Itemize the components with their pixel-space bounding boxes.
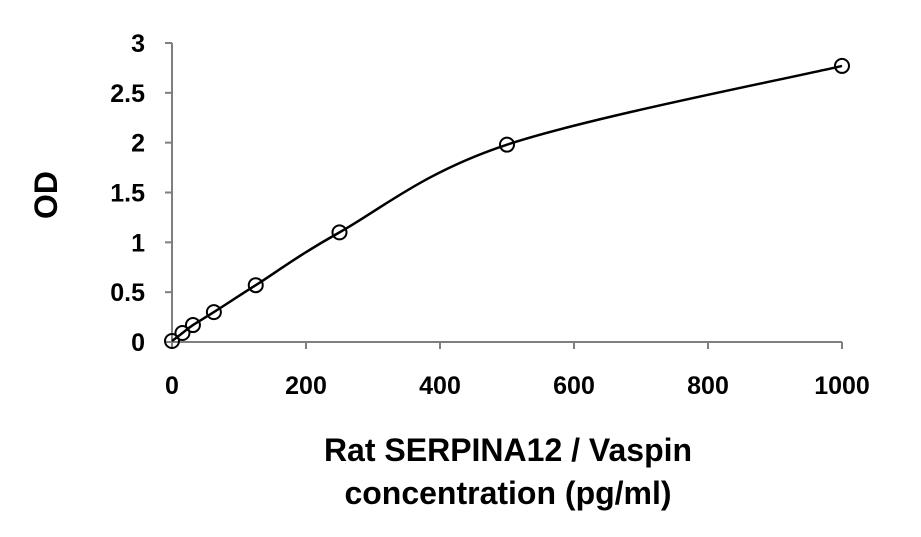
data-point xyxy=(205,304,222,321)
data-point xyxy=(331,224,348,241)
x-tick-label: 0 xyxy=(165,372,179,400)
data-point xyxy=(247,277,264,294)
data-point xyxy=(184,317,201,334)
y-tick-label: 3 xyxy=(131,30,145,58)
x-tick-labels: 0 200 400 600 800 1000 xyxy=(165,372,870,400)
data-point xyxy=(174,325,191,342)
x-axis-title-line-2: concentration (pg/ml) xyxy=(344,475,671,511)
x-tick-label: 800 xyxy=(687,372,729,400)
y-tick-label: 2.5 xyxy=(110,80,145,108)
y-tick-label: 0.5 xyxy=(110,279,145,307)
x-tick-label: 600 xyxy=(553,372,595,400)
y-tick-label: 1 xyxy=(131,229,145,257)
plot-area xyxy=(164,57,850,350)
y-tick-label: 1.5 xyxy=(110,180,145,208)
y-axis-title: OD xyxy=(28,171,64,219)
y-tick-label: 2 xyxy=(131,130,145,158)
data-point xyxy=(834,57,850,74)
x-tick-label: 400 xyxy=(419,372,461,400)
fit-curve xyxy=(171,64,843,342)
y-tick-labels: 0 0.5 1 1.5 2 2.5 3 xyxy=(110,30,145,357)
tick-marks xyxy=(165,42,843,349)
x-tick-label: 1000 xyxy=(814,372,870,400)
y-tick-label: 0 xyxy=(131,329,145,357)
data-point xyxy=(164,333,180,350)
x-tick-label: 200 xyxy=(285,372,327,400)
x-axis-title-line-1: Rat SERPINA12 / Vaspin xyxy=(324,432,692,468)
data-point xyxy=(499,136,515,153)
